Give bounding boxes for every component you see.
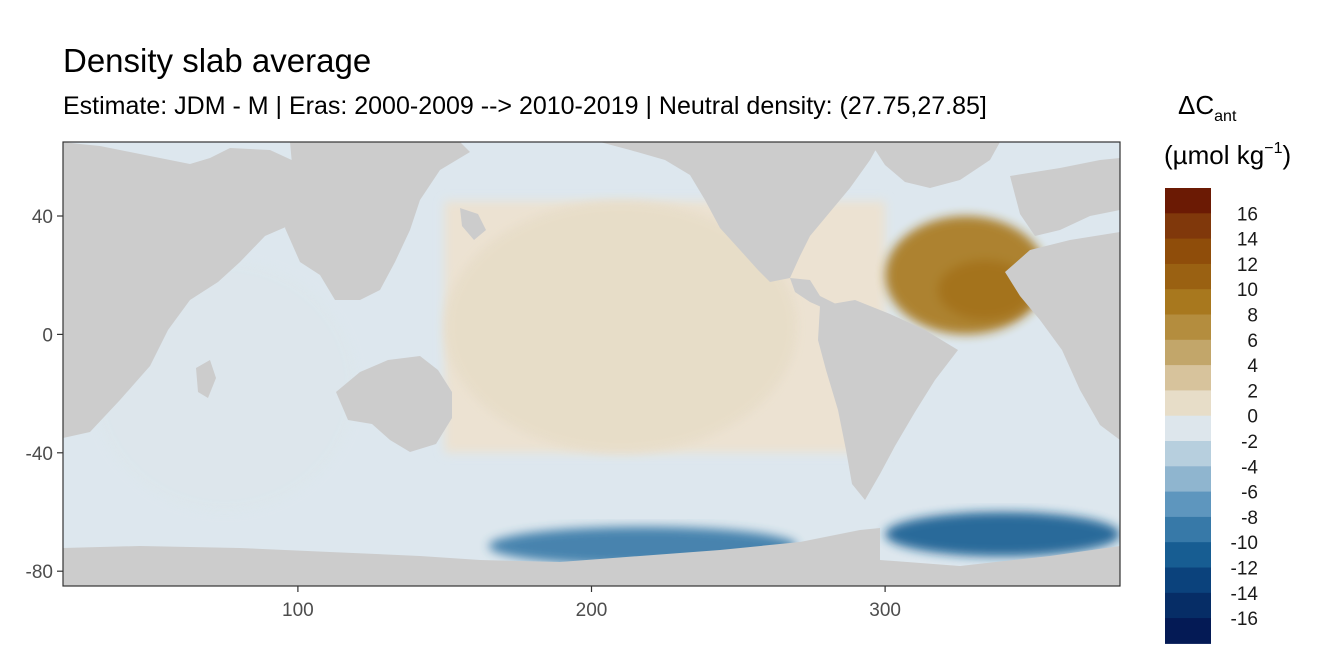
land-layer [63, 142, 1120, 586]
land-antarctica [63, 528, 880, 586]
legend-label: -8 [1241, 508, 1258, 529]
y-tick-label: 0 [42, 325, 53, 346]
legend-label: 10 [1237, 280, 1258, 301]
legend-swatch [1165, 567, 1211, 594]
legend-labels: 16 14 12 10 8 6 4 2 0 -2 -4 -6 -8 -10 -12 -14 -16 [1231, 204, 1259, 630]
legend-title: ΔCant [1178, 90, 1237, 125]
legend-swatch [1165, 188, 1211, 214]
legend-swatch [1165, 466, 1211, 493]
legend-units-close: ) [1282, 140, 1291, 170]
legend-units-main: (µmol kg [1164, 140, 1264, 170]
legend: ΔCant (µmol kg−1) 16 14 12 10 8 6 4 2 0 -2 -4 -6 -8 -… [1164, 90, 1291, 644]
map-panel [63, 142, 1120, 586]
legend-swatch [1165, 213, 1211, 240]
legend-swatch [1165, 390, 1211, 417]
land-asia [285, 142, 470, 300]
field-region-2 [444, 201, 798, 453]
legend-label: -6 [1241, 483, 1258, 504]
legend-swatch [1165, 491, 1211, 518]
chart-subtitle: Estimate: JDM - M | Eras: 2000-2009 --> … [63, 92, 987, 120]
land-japan [460, 208, 486, 240]
legend-swatch [1165, 263, 1211, 290]
legend-label: 14 [1237, 230, 1259, 251]
y-tick-label: -40 [26, 444, 53, 465]
y-tick-label: 40 [32, 207, 53, 228]
legend-swatch [1165, 516, 1211, 543]
legend-swatch [1165, 618, 1211, 644]
legend-title-main: ΔC [1178, 90, 1214, 120]
land-australia [336, 356, 452, 452]
legend-colorbar [1165, 188, 1211, 644]
land-north-america [600, 142, 880, 282]
legend-swatch [1165, 238, 1211, 265]
x-tick-label: 100 [282, 600, 314, 621]
land-madagascar [196, 360, 216, 398]
legend-label: -4 [1241, 457, 1258, 478]
legend-label: 2 [1247, 381, 1258, 402]
legend-swatch [1165, 592, 1211, 619]
legend-swatch [1165, 365, 1211, 391]
x-tick-label: 300 [869, 600, 901, 621]
legend-label: -14 [1231, 584, 1259, 605]
field-region-1 [885, 216, 1047, 335]
x-tick-label: 200 [576, 600, 608, 621]
land-africa-west [1005, 232, 1120, 440]
legend-label: 6 [1247, 331, 1258, 352]
legend-label: 12 [1237, 255, 1258, 276]
x-axis: 100 200 300 [282, 586, 901, 621]
legend-units-sup: −1 [1264, 140, 1282, 157]
legend-label: -10 [1231, 533, 1258, 554]
legend-label: -16 [1231, 609, 1258, 630]
land-antarctica-east [880, 546, 1120, 586]
legend-swatch [1165, 289, 1211, 315]
legend-swatch [1165, 339, 1211, 366]
legend-label: 16 [1237, 204, 1258, 225]
legend-label: 4 [1247, 356, 1258, 377]
legend-label: 8 [1247, 306, 1258, 327]
legend-title-sub: ant [1214, 108, 1237, 125]
legend-label: -2 [1241, 432, 1258, 453]
legend-swatch [1165, 415, 1211, 442]
y-tick-label: -80 [26, 562, 53, 583]
legend-swatch [1165, 441, 1211, 467]
legend-units: (µmol kg−1) [1164, 140, 1291, 170]
land-europe [1010, 158, 1120, 236]
y-axis: 40 0 -40 -80 [26, 207, 63, 583]
land-south-america [818, 300, 958, 500]
land-africa [63, 142, 300, 438]
legend-swatch [1165, 542, 1211, 568]
legend-swatch [1165, 314, 1211, 341]
land-greenland [870, 142, 1000, 188]
legend-label: -12 [1231, 559, 1258, 580]
field-region-4 [885, 512, 1120, 557]
legend-label: 0 [1247, 407, 1258, 428]
land-central-america [790, 278, 836, 310]
chart-title: Density slab average [63, 42, 372, 79]
